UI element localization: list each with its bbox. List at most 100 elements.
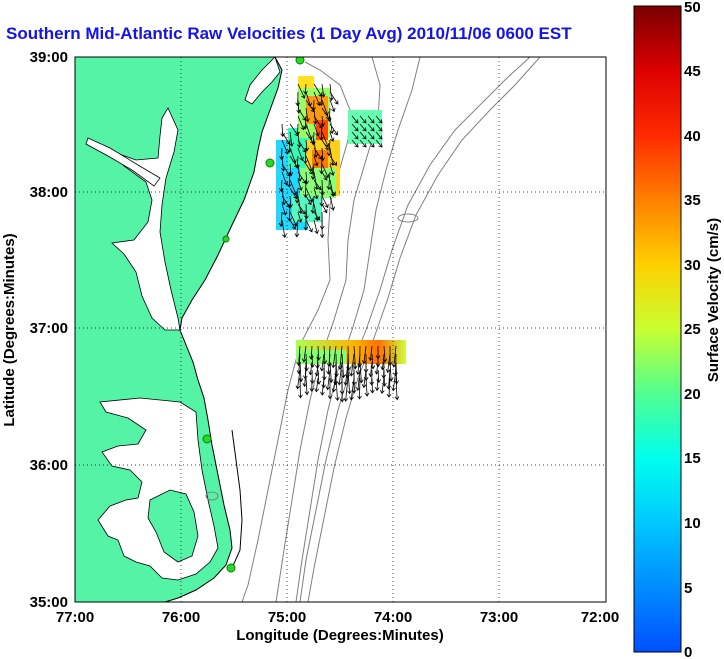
velocity-arrow — [370, 377, 375, 394]
x-axis-label: Longitude (Degrees:Minutes) — [236, 627, 444, 644]
velocity-arrow — [310, 195, 316, 214]
velocity-arrow — [304, 377, 310, 396]
velocity-vectors — [278, 83, 400, 403]
velocity-arrow — [303, 83, 308, 95]
velocity-arrow — [313, 179, 322, 191]
velocity-arrow — [319, 123, 324, 141]
sound-inner-land — [147, 489, 199, 563]
velocity-arrow — [309, 345, 314, 360]
y-tick-label: 36:00 — [30, 457, 68, 474]
x-tick-label: 76:00 — [162, 609, 200, 626]
potomac-river — [85, 137, 161, 187]
velocity-arrow — [349, 353, 355, 377]
y-axis: 39:00 38:00 37:00 36:00 35:00 — [30, 49, 68, 611]
velocity-arrow — [311, 99, 316, 111]
colorbar-tick-label: 25 — [684, 321, 701, 338]
velocity-arrow — [394, 361, 399, 385]
velocity-arrow — [339, 377, 345, 403]
colorbar-tick-label: 35 — [684, 192, 701, 209]
velocity-arrow — [374, 377, 380, 392]
velocity-arrow — [351, 123, 359, 132]
velocity-arrow — [375, 123, 383, 132]
bathymetry-contour — [205, 491, 219, 501]
velocity-arrow — [313, 155, 319, 167]
x-tick-label: 75:00 — [268, 609, 306, 626]
velocity-arrow — [369, 369, 375, 386]
colorbar-label: Surface Velocity (cm/s) — [705, 218, 722, 382]
velocity-arrow — [351, 369, 357, 394]
velocity-arrow — [349, 377, 355, 401]
velocity-arrow — [313, 211, 320, 221]
velocity-arrow — [331, 369, 337, 393]
velocity-arrow — [280, 123, 285, 138]
velocity-arrow — [305, 219, 313, 233]
velocity-arrow — [295, 123, 300, 136]
colorbar — [633, 5, 682, 653]
velocity-arrow — [347, 369, 352, 395]
velocity-arrow — [386, 369, 392, 390]
velocity-arrow — [351, 131, 359, 140]
y-tick-label: 35:00 — [30, 594, 68, 611]
velocity-arrow — [319, 219, 325, 239]
velocity-arrow — [289, 219, 296, 230]
velocity-arrow — [329, 123, 338, 136]
grid-lines — [75, 57, 606, 602]
velocity-arrow — [343, 361, 349, 386]
velocity-arrow — [281, 203, 287, 216]
colorbar-ticks: 0 5 10 15 20 25 30 35 40 45 50 — [684, 0, 701, 659]
velocity-arrow — [379, 377, 385, 394]
colorbar-tick-label: 45 — [684, 63, 701, 80]
velocity-arrow — [304, 171, 309, 185]
velocity-arrow — [321, 171, 328, 181]
delaware-bay — [244, 57, 281, 105]
bathymetry-contour — [397, 213, 419, 223]
colorbar-tick-label: 50 — [684, 0, 701, 16]
station-markers — [202, 57, 305, 573]
velocity-arrow — [289, 131, 294, 147]
velocity-arrow — [298, 361, 304, 383]
velocity-arrow — [312, 107, 318, 125]
velocity-arrow — [329, 91, 339, 105]
velocity-arrow — [297, 163, 303, 182]
velocity-arrow — [375, 115, 383, 124]
velocity-arrow — [385, 353, 391, 374]
y-axis-label: Latitude (Degrees:Minutes) — [1, 233, 18, 426]
velocity-arrow — [321, 139, 329, 151]
velocity-arrow — [394, 377, 400, 401]
velocity-arrow — [297, 195, 303, 215]
velocity-arrow — [279, 147, 284, 161]
x-axis: 77:00 76:00 75:00 74:00 73:00 72:00 — [56, 609, 619, 626]
velocity-arrow — [367, 115, 375, 124]
velocity-arrow — [361, 369, 367, 389]
velocity-arrow — [391, 369, 397, 392]
bathymetry-contour — [241, 61, 351, 602]
x-tick-label: 74:00 — [374, 609, 412, 626]
velocity-arrow — [320, 377, 325, 396]
y-tick-label: 37:00 — [30, 320, 68, 337]
velocity-arrow — [309, 377, 315, 392]
velocity-arrow — [376, 369, 381, 384]
plot-border — [74, 56, 607, 603]
velocity-arrow — [321, 163, 330, 179]
velocity-arrow — [375, 139, 383, 148]
velocity-arrow — [364, 377, 370, 397]
velocity-arrow — [320, 179, 325, 196]
colorbar-tick-label: 15 — [684, 450, 701, 467]
velocity-arrow — [289, 179, 298, 196]
velocity-field-south — [296, 340, 406, 364]
velocity-arrow — [301, 345, 307, 363]
velocity-arrow — [295, 91, 301, 107]
velocity-arrow — [343, 377, 349, 402]
velocity-arrow — [359, 123, 367, 132]
y-tick-label: 38:00 — [30, 184, 68, 201]
velocity-arrow — [331, 345, 337, 369]
velocity-arrow — [313, 219, 319, 235]
velocity-arrow — [297, 83, 306, 99]
velocity-arrow — [329, 195, 336, 211]
velocity-arrow — [319, 187, 325, 207]
bathymetry-contour — [307, 57, 541, 602]
velocity-arrow — [367, 131, 375, 140]
velocity-arrow — [359, 131, 367, 140]
velocity-arrow — [386, 377, 392, 398]
